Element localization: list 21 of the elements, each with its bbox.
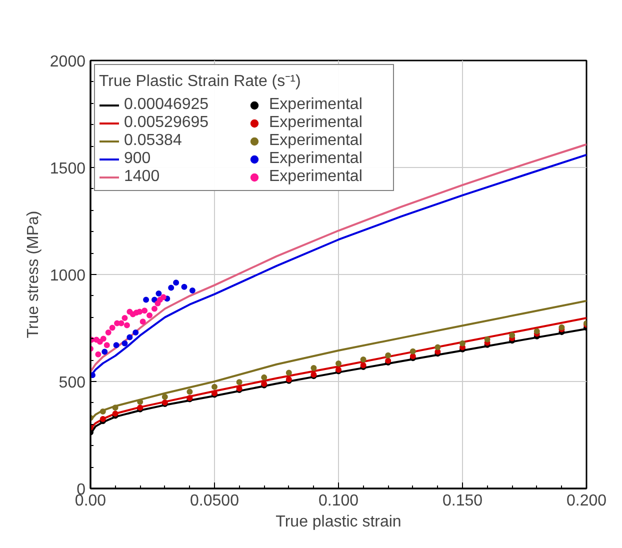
y-tick-label: 2000: [50, 54, 86, 70]
legend-label: 0.00529695: [124, 114, 210, 132]
x-tick-label: 0.0500: [190, 492, 240, 510]
legend-label: Experimental: [269, 150, 364, 168]
legend-label: Experimental: [269, 132, 364, 150]
x-tick-label: 0.200: [566, 492, 607, 510]
y-tick-label: 1000: [50, 268, 86, 284]
legend-label: Experimental: [269, 96, 364, 114]
legend-label: Experimental: [269, 168, 364, 186]
x-axis-title: True plastic strain: [276, 514, 402, 530]
x-tick-label: 0.100: [318, 492, 359, 510]
y-axis-title: True stress (MPa): [24, 210, 42, 338]
legend-label: Experimental: [269, 114, 364, 132]
legend-label: 900: [124, 150, 152, 168]
legend-title: True Plastic Strain Rate (s⁻¹): [99, 72, 302, 91]
legend-label: 0.05384: [124, 132, 183, 150]
y-tick-label: 1500: [50, 160, 86, 178]
legend-label: 0.00046925: [124, 96, 210, 114]
y-tick-label: 500: [58, 374, 86, 392]
x-tick-label: 0.150: [442, 492, 483, 510]
legend-label: 1400: [124, 168, 161, 186]
